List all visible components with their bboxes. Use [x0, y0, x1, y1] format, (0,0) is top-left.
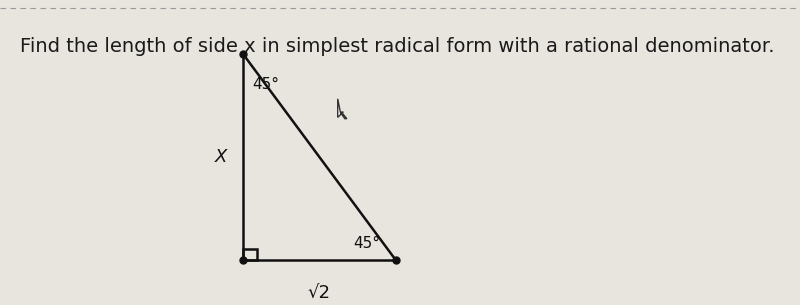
Text: 45°: 45°: [252, 77, 279, 92]
Polygon shape: [338, 99, 347, 119]
Text: Find the length of side x in simplest radical form with a rational denominator.: Find the length of side x in simplest ra…: [20, 37, 774, 56]
Bar: [243, 249, 257, 260]
Text: √2: √2: [308, 283, 331, 301]
Text: 45°: 45°: [353, 236, 380, 251]
Text: X: X: [215, 148, 228, 166]
